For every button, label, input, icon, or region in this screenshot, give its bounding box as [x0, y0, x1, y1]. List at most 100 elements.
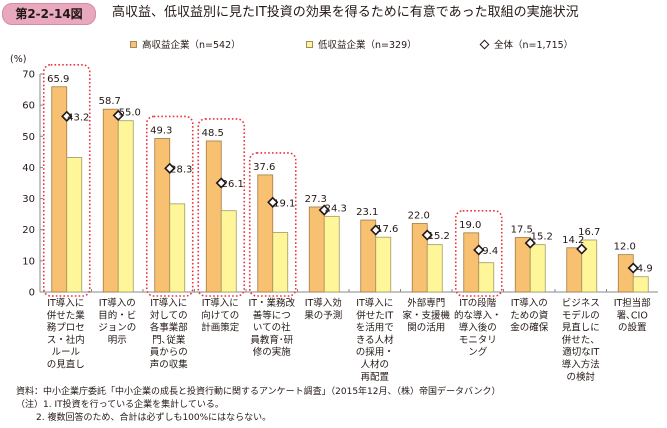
highlight-box: [197, 118, 246, 297]
total-diamond-marker: [627, 262, 639, 274]
x-axis-label-line: ング: [468, 346, 488, 358]
x-axis-label-line: ジョンの: [98, 323, 136, 334]
x-axis-label-line: の見直し: [47, 359, 85, 371]
x-axis-label-line: 再配置: [360, 372, 389, 383]
x-axis-label-line: IT導入の: [511, 297, 548, 309]
x-axis-label-line: 導入方法: [562, 359, 600, 371]
data-label-high: 27.3: [305, 194, 327, 205]
data-label-low: 17.6: [376, 224, 398, 235]
x-axis-label-line: 員からの: [150, 347, 188, 358]
footnotes: 資料：中小企業庁委託「中小企業の成長と投資行動に関するアンケート調査」（2015…: [16, 386, 500, 425]
y-tick-label: 70: [22, 70, 35, 81]
x-axis-label-line: 務プロセ: [47, 322, 85, 334]
data-label-low: 28.3: [170, 164, 192, 175]
x-axis-label-line: 併せた業: [47, 309, 86, 321]
data-label-high: 14.2: [562, 235, 584, 246]
x-axis-label-line: 見直しに: [562, 322, 600, 334]
bar-low-profit: [581, 239, 598, 293]
y-tick-label: 30: [22, 194, 35, 205]
legend-label-high: 高収益企業（n=542）: [142, 40, 241, 51]
x-axis-label-line: ための資: [510, 309, 548, 321]
x-axis-label-line: IT・業務改: [248, 297, 295, 309]
x-axis-label-line: の採用・: [356, 346, 394, 358]
bar-low-profit: [375, 236, 392, 293]
data-label-high: 12.0: [614, 242, 636, 253]
total-diamond-marker: [112, 109, 124, 122]
data-labels: 65.9 43.2 58.755.0 49.3 28.3 48.5 26.1 37.6 19.1…: [47, 74, 653, 275]
legend-swatch-high: [130, 41, 137, 48]
y-axis-unit: (%): [10, 54, 26, 65]
y-tick-label: 60: [22, 101, 35, 112]
x-axis-label-line: モデルの: [562, 309, 600, 321]
figure-number-badge: 第2-2-14図: [2, 3, 96, 25]
data-label-low: 9.4: [482, 246, 498, 257]
x-axis-label-line: 向けての: [201, 309, 239, 321]
x-axis-label-line: 併せたIT: [356, 309, 393, 321]
data-label-low: 19.1: [273, 198, 295, 209]
x-axis-label-line: 家・支援機: [402, 309, 450, 321]
x-axis-label-line: 明示: [108, 335, 127, 346]
total-diamond-marker: [524, 237, 536, 249]
x-axis-label-line: 導入後の: [459, 322, 497, 334]
bar-low-profit: [323, 215, 340, 293]
x-axis-label-line: 併せた、: [562, 334, 600, 346]
data-label-low: 16.7: [578, 227, 600, 238]
y-tick-label: 0: [29, 288, 35, 299]
x-axis-label-line: IT導入に: [150, 297, 187, 309]
data-label-low: 4.9: [637, 264, 653, 275]
legend-item-low: 低収益企業（n=329）: [306, 40, 417, 52]
total-diamond-marker: [473, 244, 485, 256]
note-2: 2. 複数回答のため、合計は必ずしも100%にはならない。: [36, 413, 272, 423]
bar-high-profit: [102, 108, 119, 293]
x-axis-label-line: IT導入効: [305, 297, 342, 309]
bar-low-profit: [220, 210, 237, 293]
x-axis-label-line: ITの段階: [459, 297, 497, 309]
x-axis-label-line: 的な導入・: [454, 309, 502, 321]
y-tick-label: 40: [22, 163, 35, 174]
bar-low-profit: [66, 157, 83, 293]
x-axis-label-line: モニタリ: [459, 335, 497, 346]
x-axis-label-line: 署､CIO: [617, 310, 648, 321]
legend-label-total: 全体（n=1,715）: [494, 40, 574, 51]
highlight-box: [454, 210, 503, 297]
total-diamond-marker: [164, 162, 176, 174]
x-axis-label-line: ビジネス: [562, 298, 600, 309]
legend-item-high: 高収益企業（n=542）: [130, 40, 241, 52]
x-axis-label-line: 各事業部: [150, 322, 188, 334]
y-tick-label: 10: [22, 256, 35, 267]
x-axis-label-line: ルール: [51, 347, 80, 358]
bar-high-profit: [308, 206, 325, 293]
bar-high-profit: [257, 174, 274, 293]
x-axis-label-line: 金の確保: [510, 322, 549, 334]
x-axis-label-line: の設置: [618, 322, 647, 334]
x-axis-label-line: 声の収集: [150, 359, 189, 371]
x-axis-label-line: IT担当部: [614, 297, 651, 309]
x-axis-label-line: 人材の: [360, 359, 389, 371]
data-label-low: 55.0: [119, 108, 141, 119]
x-axis-label-line: 適切なIT: [562, 346, 599, 358]
highlight-box: [145, 115, 194, 297]
bar-high-profit: [463, 232, 480, 293]
data-label-high: 58.7: [99, 96, 121, 107]
legend-item-total: 全体（n=1,715）: [479, 39, 574, 52]
total-diamond-marker: [267, 196, 279, 208]
x-axis-label-line: IT導入に: [356, 297, 393, 309]
data-label-low: 15.2: [531, 232, 553, 243]
x-axis-label-line: 善等につ: [253, 309, 291, 321]
x-axis-label-line: 修の実施: [253, 346, 292, 358]
total-diamond-marker: [576, 243, 588, 255]
data-label-low: 43.2: [67, 112, 89, 123]
x-axis-label-line: 計画策定: [201, 322, 240, 334]
data-label-high: 22.0: [408, 210, 430, 221]
x-axis-label-line: 対しての: [150, 309, 188, 321]
x-axis-label-line: IT導入に: [47, 297, 84, 309]
total-diamond-marker: [421, 229, 433, 241]
data-label-high: 48.5: [202, 128, 224, 139]
y-tick-label: 20: [22, 225, 35, 236]
bar-low-profit: [169, 203, 186, 293]
data-label-low: 24.3: [325, 203, 347, 214]
x-axis-label-line: 員教育･研: [250, 334, 293, 346]
data-label-high: 65.9: [47, 74, 69, 85]
data-label-high: 17.5: [511, 225, 533, 236]
